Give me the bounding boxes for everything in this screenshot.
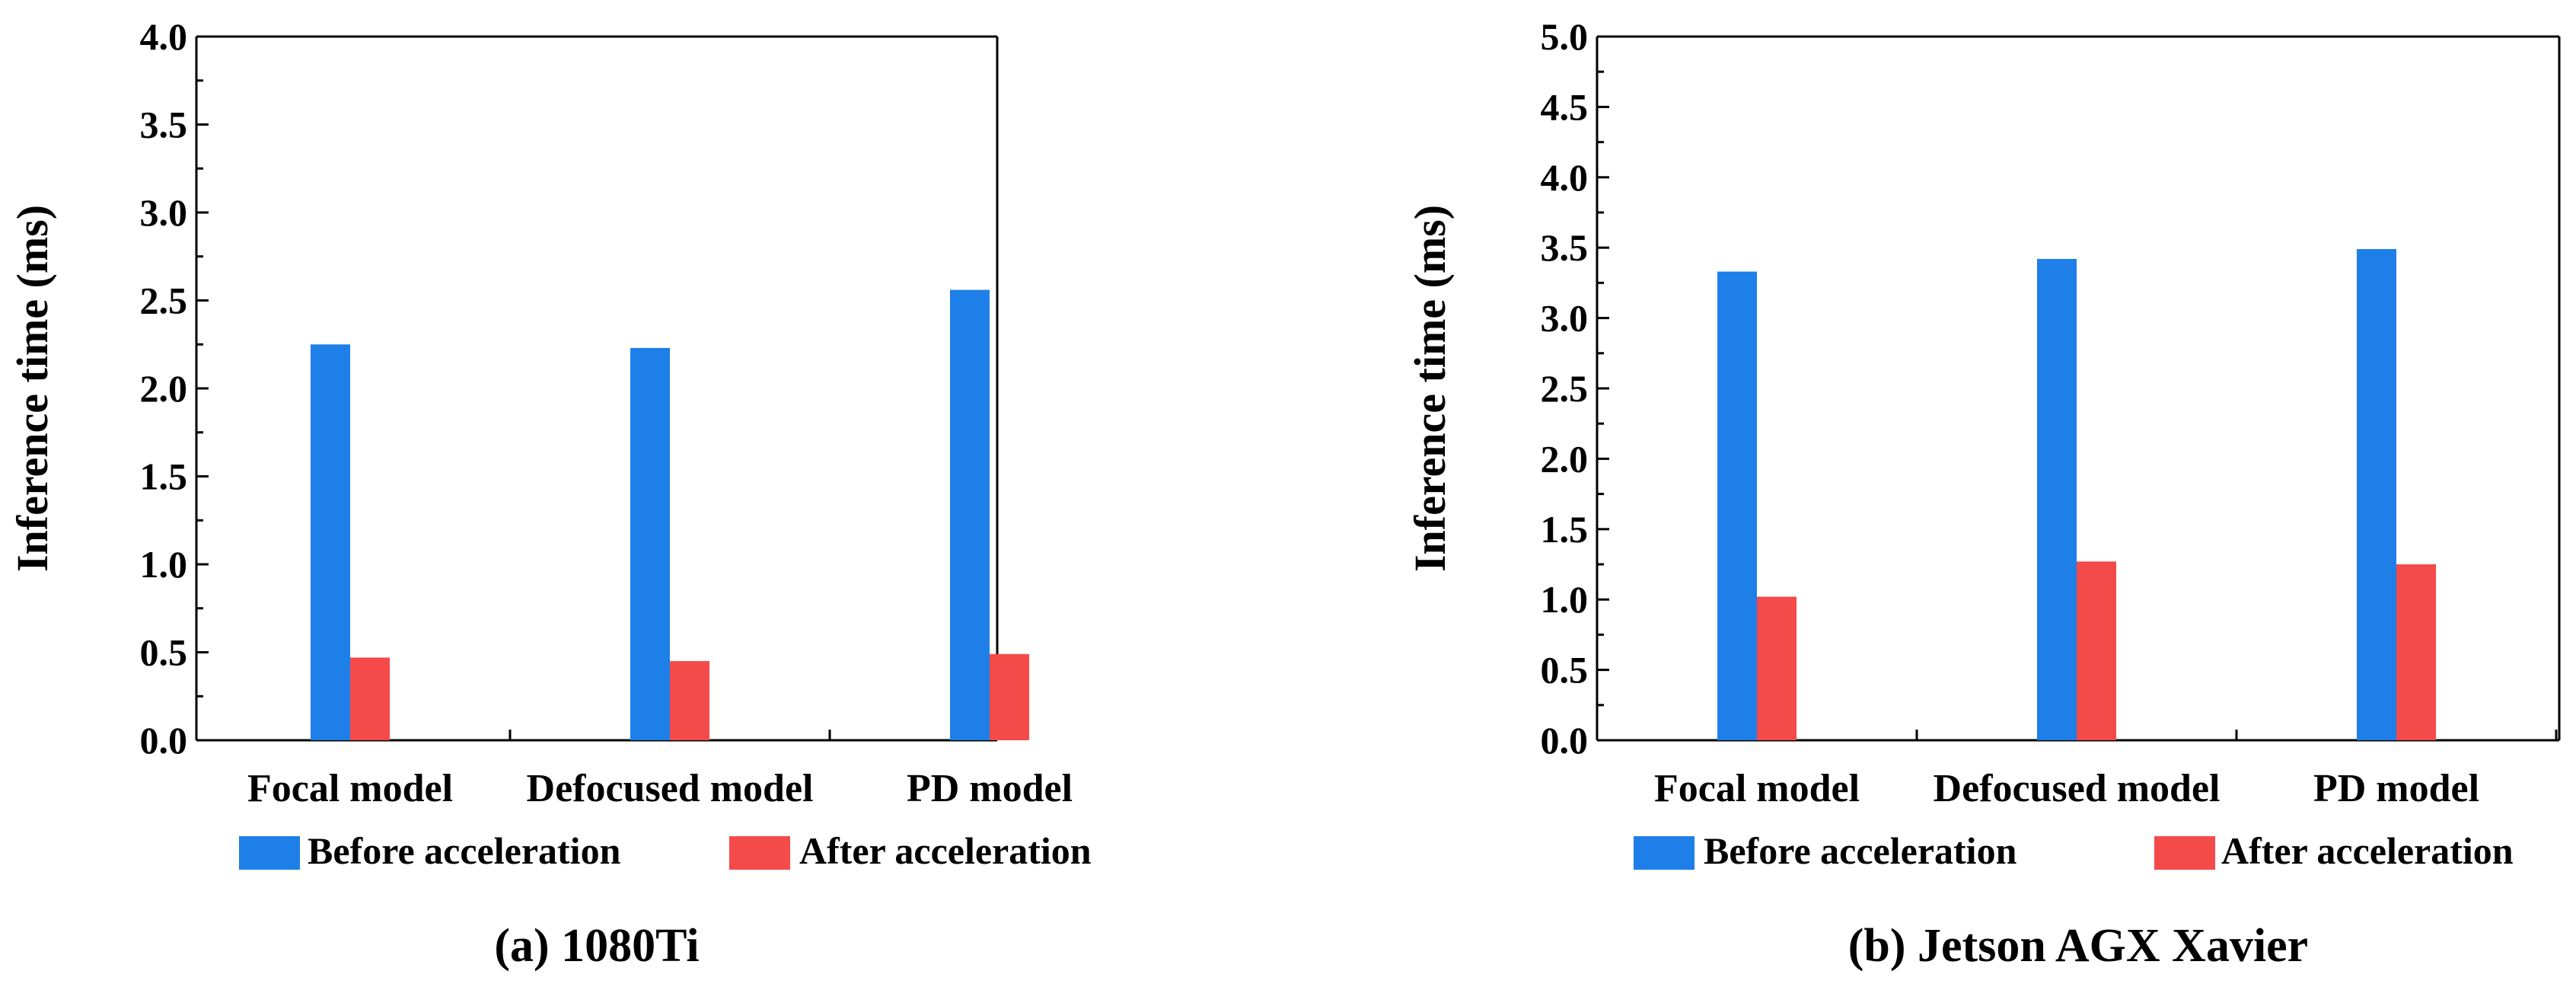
y-tick-label: 0.0 [140, 719, 188, 762]
bar-after-1 [350, 657, 390, 740]
y-tick-label: 3.0 [140, 191, 188, 234]
y-tick-label: 0.5 [140, 631, 188, 674]
bar-before-1 [1717, 271, 1757, 741]
y-tick-label: 4.5 [1541, 85, 1589, 128]
legend-label-after: After acceleration [2221, 829, 2514, 872]
y-tick-label: 1.5 [1541, 508, 1589, 551]
y-tick-label: 1.0 [1541, 578, 1589, 621]
bar-after-3 [990, 653, 1029, 740]
y-tick-label: 3.0 [1541, 297, 1589, 340]
bar-before-2 [630, 347, 670, 740]
y-tick-label: 2.0 [1541, 437, 1589, 480]
legend-label-after: After acceleration [799, 829, 1092, 872]
bar-before-1 [311, 344, 350, 740]
chart-caption: (a) 1080Ti [494, 920, 699, 972]
y-axis-label: Inference time (ms) [8, 205, 57, 572]
x-tick-label: Defocused model [527, 767, 814, 810]
y-tick-label: 2.5 [140, 279, 188, 322]
x-tick-label: Defocused model [1934, 767, 2221, 810]
legend-label-before: Before acceleration [308, 829, 621, 872]
y-tick-label: 1.5 [140, 455, 188, 498]
y-tick-label: 3.5 [140, 104, 188, 146]
bar-before-3 [2357, 249, 2396, 741]
bar-after-2 [2077, 561, 2116, 740]
legend-label-before: Before acceleration [1704, 829, 2017, 872]
chart-a: 0.0 0.5 1.0 1.5 2.0 2.5 3.0 3.5 4.0 Focal model De… [8, 15, 1092, 972]
legend-swatch-after [729, 836, 790, 870]
y-tick-label: 2.5 [1541, 367, 1589, 410]
bar-before-3 [950, 289, 990, 740]
y-tick-label: 0.5 [1541, 649, 1589, 692]
y-axis-label: Inference time (ms) [1405, 205, 1455, 572]
y-tick-label: 2.0 [140, 367, 188, 410]
bar-before-2 [2037, 258, 2077, 740]
y-tick-label: 1.0 [140, 543, 188, 586]
y-tick-label: 0.0 [1541, 719, 1589, 762]
y-tick-label: 5.0 [1541, 15, 1589, 58]
legend-swatch-after [2154, 836, 2215, 870]
chart-b: 0.0 0.5 1.0 1.5 2.0 2.5 3.0 3.5 4.0 4.5 5.0 Focal m… [1405, 15, 2561, 972]
legend-swatch-before [239, 836, 300, 870]
x-tick-label: Focal model [247, 767, 453, 810]
y-tick-label: 4.0 [140, 15, 188, 58]
x-tick-label: PD model [2313, 767, 2479, 810]
bar-after-2 [670, 661, 709, 740]
bar-after-1 [1757, 596, 1797, 740]
x-tick-label: Focal model [1654, 767, 1860, 810]
bar-after-3 [2396, 564, 2436, 740]
x-tick-label: PD model [907, 767, 1073, 810]
legend-swatch-before [1634, 836, 1694, 870]
chart-caption: (b) Jetson AGX Xavier [1848, 920, 2308, 972]
y-tick-label: 3.5 [1541, 226, 1589, 269]
y-tick-label: 4.0 [1541, 156, 1589, 199]
